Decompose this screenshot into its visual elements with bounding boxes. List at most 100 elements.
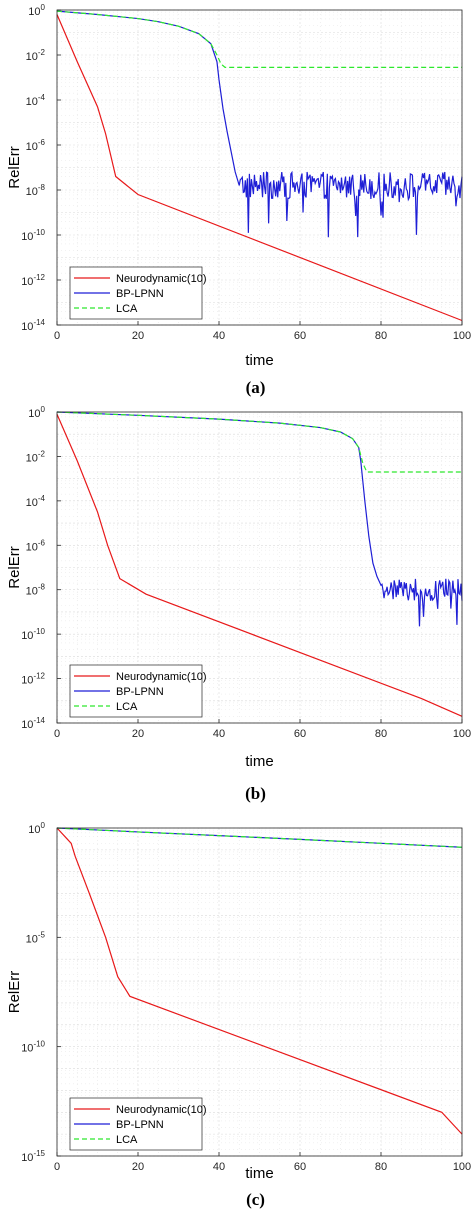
- y-axis-label: RelErr: [6, 546, 23, 589]
- y-tick-exponent: -10: [33, 627, 45, 636]
- y-tick-base: 10: [21, 276, 33, 288]
- legend-entry-label: LCA: [116, 303, 138, 315]
- y-tick-label: 100: [28, 821, 45, 836]
- x-tick-label: 0: [54, 330, 60, 342]
- x-tick-label: 60: [294, 728, 306, 740]
- y-tick-base: 10: [21, 1043, 33, 1055]
- y-tick-label: 10-10: [21, 1040, 45, 1055]
- y-tick-label: 10-8: [26, 583, 46, 598]
- y-tick-label: 10-14: [21, 318, 45, 333]
- y-tick-exponent: -5: [38, 930, 46, 939]
- series-neurodynamic-line: [56, 827, 463, 1135]
- y-tick-label: 10-2: [26, 48, 46, 63]
- y-tick-exponent: -14: [33, 716, 45, 725]
- y-tick-base: 10: [28, 408, 40, 420]
- y-tick-exponent: -10: [33, 228, 45, 237]
- legend-entry-label: LCA: [116, 701, 138, 713]
- legend-entry-label: Neurodynamic(10): [116, 1104, 206, 1116]
- legend-entry-label: Neurodynamic(10): [116, 671, 206, 683]
- y-tick-label: 10-14: [21, 716, 45, 731]
- legend: Neurodynamic(10) BP-LPNN LCA: [69, 1097, 206, 1151]
- legend: Neurodynamic(10) BP-LPNN LCA: [69, 664, 206, 718]
- legend: Neurodynamic(10) BP-LPNN LCA: [69, 266, 206, 320]
- y-axis-label: RelErr: [6, 971, 23, 1014]
- legend-entry-label: BP-LPNN: [116, 288, 164, 300]
- y-tick-base: 10: [26, 933, 38, 945]
- y-tick-exponent: -6: [38, 538, 46, 547]
- legend-box: [69, 266, 203, 320]
- y-tick-base: 10: [26, 186, 38, 198]
- y-tick-base: 10: [21, 231, 33, 243]
- y-tick-base: 10: [26, 96, 38, 108]
- y-tick-exponent: -4: [38, 93, 46, 102]
- x-tick-label: 80: [375, 728, 387, 740]
- x-tick-label: 40: [213, 728, 225, 740]
- y-tick-label: 100: [28, 3, 45, 18]
- y-tick-base: 10: [21, 675, 33, 687]
- x-tick-label: 100: [453, 728, 471, 740]
- x-tick-label: 20: [132, 728, 144, 740]
- x-axis-label: time: [245, 352, 273, 369]
- y-tick-label: 10-4: [26, 494, 46, 509]
- legend-entry-label: BP-LPNN: [116, 1119, 164, 1131]
- series-lca-line: [56, 827, 463, 848]
- x-tick-label: 100: [453, 1161, 471, 1173]
- y-tick-exponent: -14: [33, 318, 45, 327]
- y-tick-label: 10-10: [21, 228, 45, 243]
- y-tick-base: 10: [26, 586, 38, 598]
- series-lca-line: [56, 411, 462, 473]
- y-tick-exponent: 0: [41, 821, 46, 830]
- y-tick-label: 100: [28, 405, 45, 420]
- y-tick-label: 10-6: [26, 538, 46, 553]
- y-tick-base: 10: [21, 321, 33, 333]
- x-axis-label: time: [245, 1165, 273, 1182]
- y-tick-label: 10-12: [21, 273, 45, 288]
- y-tick-label: 10-2: [26, 449, 46, 464]
- x-tick-label: 0: [54, 728, 60, 740]
- y-tick-exponent: 0: [41, 405, 46, 414]
- series-neurodynamic-line: [56, 14, 463, 322]
- y-tick-label: 10-8: [26, 183, 46, 198]
- chart-panel-a: 0 20 40 60 80 10010010-210-410-610-810-1010-1…: [6, 3, 471, 397]
- series-neurodynamic-line: [56, 413, 463, 717]
- y-tick-exponent: -10: [33, 1040, 45, 1049]
- y-tick-exponent: -2: [38, 48, 46, 57]
- x-tick-label: 80: [375, 1161, 387, 1173]
- y-tick-exponent: -12: [33, 273, 45, 282]
- y-tick-exponent: 0: [41, 3, 46, 12]
- y-tick-base: 10: [26, 51, 38, 63]
- y-tick-label: 10-15: [21, 1149, 45, 1164]
- x-tick-label: 20: [132, 330, 144, 342]
- y-tick-base: 10: [28, 6, 40, 18]
- panel-caption: (b): [245, 784, 266, 803]
- y-tick-exponent: -8: [38, 583, 46, 592]
- y-tick-base: 10: [26, 541, 38, 553]
- y-tick-base: 10: [21, 630, 33, 642]
- y-tick-exponent: -12: [33, 672, 45, 681]
- grid: [56, 9, 463, 326]
- legend-entry-label: BP-LPNN: [116, 686, 164, 698]
- y-tick-exponent: -6: [38, 138, 46, 147]
- y-tick-base: 10: [26, 497, 38, 509]
- axes-box: [56, 827, 463, 1157]
- axes-box: [56, 411, 463, 724]
- y-tick-label: 10-5: [26, 930, 46, 945]
- legend-entry-label: LCA: [116, 1134, 138, 1146]
- x-tick-label: 80: [375, 330, 387, 342]
- x-tick-label: 60: [294, 1161, 306, 1173]
- x-tick-label: 40: [213, 1161, 225, 1173]
- y-tick-exponent: -4: [38, 494, 46, 503]
- x-tick-label: 0: [54, 1161, 60, 1173]
- x-tick-label: 60: [294, 330, 306, 342]
- y-tick-base: 10: [26, 141, 38, 153]
- y-tick-label: 10-6: [26, 138, 46, 153]
- chart-panel-b: 0 20 40 60 80 10010010-210-410-610-810-1010-1…: [6, 405, 471, 803]
- panel-caption: (c): [246, 1190, 265, 1209]
- panel-caption: (a): [246, 378, 266, 397]
- y-tick-base: 10: [21, 719, 33, 731]
- y-tick-base: 10: [28, 824, 40, 836]
- y-tick-label: 10-10: [21, 627, 45, 642]
- x-tick-label: 20: [132, 1161, 144, 1173]
- series-bp-lpnn-line: [56, 411, 463, 627]
